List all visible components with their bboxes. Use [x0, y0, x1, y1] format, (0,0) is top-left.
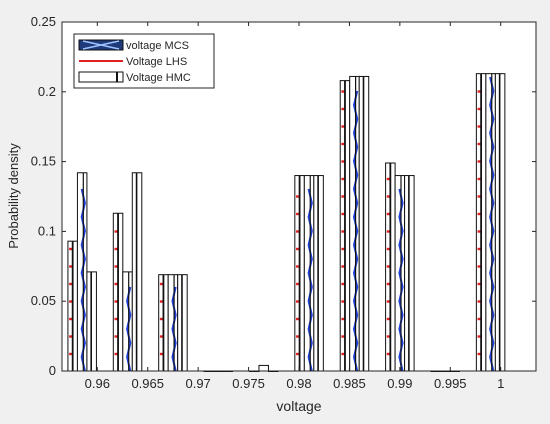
legend-swatch	[78, 39, 124, 51]
x-tick-label: 0.995	[434, 376, 467, 391]
bar	[494, 73, 506, 372]
y-tick-label: 0.05	[31, 293, 56, 308]
bar	[177, 274, 188, 372]
y-axis-label: Probability density	[6, 143, 21, 249]
x-tick-label: 0.98	[286, 376, 311, 391]
bar	[485, 73, 496, 372]
bars-layer	[67, 73, 506, 372]
bar	[67, 240, 78, 372]
y-axis: 0 0.05 0.1 0.15 0.2 0.25	[31, 14, 536, 378]
bar	[167, 274, 179, 372]
x-tick-label: 0.965	[131, 376, 164, 391]
bar	[349, 75, 360, 372]
legend-label: Voltage LHS	[126, 56, 187, 68]
bar	[394, 175, 406, 372]
bar	[258, 364, 269, 372]
bar	[76, 172, 88, 372]
bar	[475, 73, 487, 372]
bar	[313, 175, 324, 372]
bar	[112, 212, 124, 372]
bar	[86, 271, 97, 372]
x-tick-label: 0.97	[185, 376, 210, 391]
y-tick-label: 0.1	[38, 223, 56, 238]
legend-swatch	[78, 71, 124, 83]
legend-label: voltage MCS	[126, 40, 189, 52]
x-tick-label: 0.975	[232, 376, 265, 391]
y-tick-label: 0.15	[31, 154, 56, 169]
y-tick-label: 0.2	[38, 84, 56, 99]
x-axis: 0.96 0.965 0.97 0.975 0.98 0.985 0.99 0.995 1	[85, 22, 504, 391]
bar	[385, 162, 396, 372]
y-tick-label: 0	[49, 363, 56, 378]
x-axis-label: voltage	[276, 398, 321, 414]
bar	[339, 80, 351, 372]
legend: voltage MCS Voltage LHS Voltage HMC	[73, 33, 215, 89]
legend-label: Voltage HMC	[126, 72, 191, 84]
x-tick-label: 0.96	[85, 376, 110, 391]
bar	[131, 172, 143, 372]
x-tick-label: 0.985	[333, 376, 366, 391]
bar	[122, 271, 133, 372]
bar	[358, 75, 370, 372]
bar	[303, 175, 315, 372]
x-tick-label: 0.99	[387, 376, 412, 391]
bar	[404, 175, 415, 372]
bar	[294, 175, 305, 372]
bar	[158, 274, 169, 372]
y-tick-label: 0.25	[31, 14, 56, 29]
x-tick-label: 1	[497, 376, 504, 391]
